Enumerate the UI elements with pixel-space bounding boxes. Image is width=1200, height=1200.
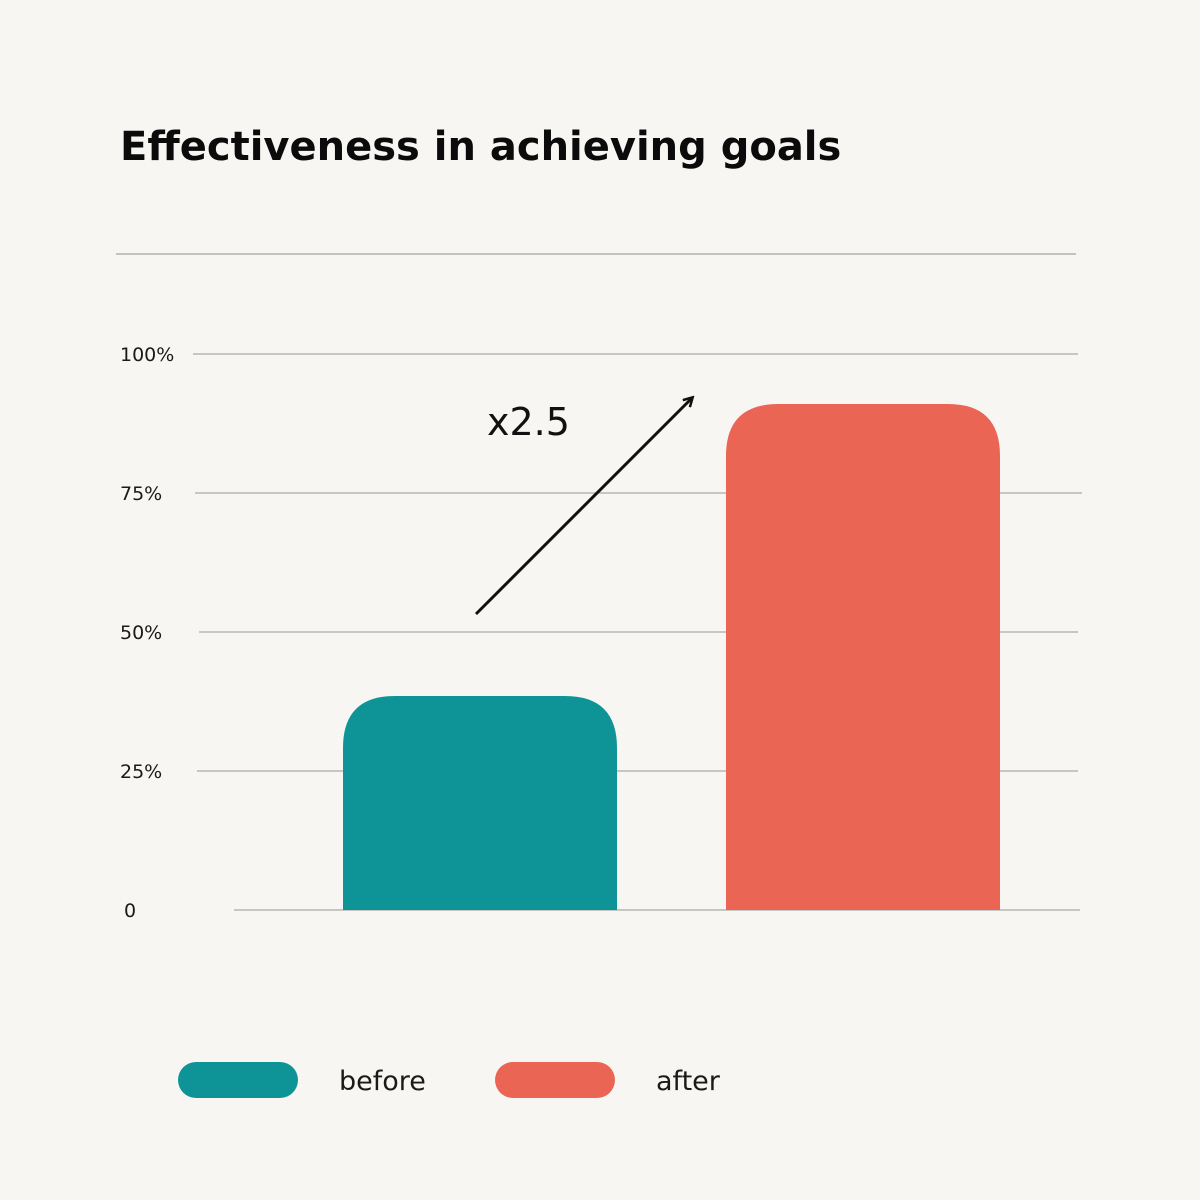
chart-title: Effectiveness in achieving goals: [120, 124, 841, 170]
legend-swatch-after: [495, 1062, 615, 1098]
y-tick-label: 50%: [120, 622, 162, 644]
y-tick-label: 25%: [120, 761, 162, 783]
bar-after: [726, 404, 1000, 910]
legend-swatch-before: [178, 1062, 298, 1098]
legend: before after: [178, 1062, 721, 1098]
bars: [343, 404, 1000, 910]
legend-label-after: after: [656, 1066, 721, 1097]
legend-label-before: before: [339, 1066, 426, 1097]
y-tick-label: 75%: [120, 483, 162, 505]
growth-annotation: x2.5: [487, 400, 570, 444]
y-tick-label: 0: [124, 900, 136, 922]
growth-arrow: [474, 398, 692, 616]
bar-before: [343, 695, 617, 910]
y-axis-ticks: 0 25% 50% 75% 100%: [120, 344, 174, 922]
y-tick-label: 100%: [120, 344, 174, 366]
